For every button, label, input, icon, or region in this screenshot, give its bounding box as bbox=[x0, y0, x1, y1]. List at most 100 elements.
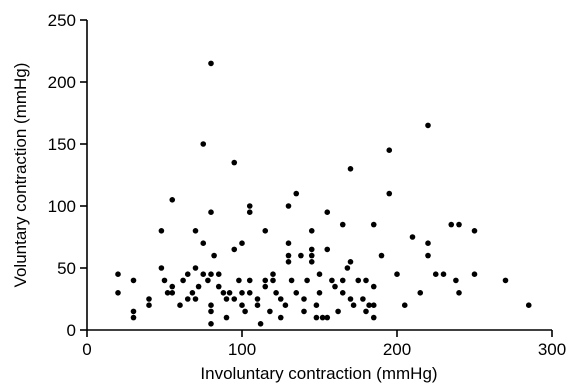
x-tick-label: 0 bbox=[82, 340, 91, 359]
data-point bbox=[231, 246, 238, 253]
data-point bbox=[164, 290, 171, 296]
data-point bbox=[246, 290, 253, 296]
data-point bbox=[339, 221, 346, 228]
data-point bbox=[409, 234, 416, 240]
data-point bbox=[262, 228, 269, 234]
data-point bbox=[215, 283, 222, 290]
data-point bbox=[161, 277, 168, 284]
data-point bbox=[211, 252, 217, 259]
data-point bbox=[471, 228, 478, 234]
data-point bbox=[313, 314, 320, 321]
y-tick-label: 200 bbox=[48, 73, 76, 92]
data-point bbox=[471, 271, 478, 278]
data-point bbox=[298, 252, 304, 259]
data-point bbox=[226, 290, 233, 296]
data-point bbox=[130, 277, 137, 284]
data-point bbox=[417, 290, 424, 296]
x-axis-title: Involuntary contraction (mmHg) bbox=[200, 364, 437, 383]
data-point bbox=[525, 302, 532, 309]
data-point bbox=[277, 296, 284, 302]
data-point bbox=[386, 190, 393, 197]
data-point bbox=[355, 277, 362, 284]
data-point bbox=[195, 283, 202, 290]
data-point bbox=[223, 296, 230, 302]
data-point bbox=[332, 283, 338, 290]
data-point bbox=[223, 314, 230, 321]
y-tick-label: 50 bbox=[57, 259, 76, 278]
data-point bbox=[324, 314, 331, 321]
data-point bbox=[205, 277, 211, 284]
data-point bbox=[308, 252, 315, 259]
data-point bbox=[177, 302, 183, 309]
data-point bbox=[285, 259, 292, 265]
data-point bbox=[189, 290, 196, 296]
data-point bbox=[220, 290, 227, 296]
data-point bbox=[146, 296, 152, 302]
y-tick-label: 100 bbox=[48, 197, 76, 216]
data-point bbox=[208, 271, 214, 278]
data-point bbox=[308, 246, 315, 253]
data-point bbox=[169, 290, 176, 296]
data-point bbox=[456, 221, 462, 228]
data-point bbox=[285, 240, 292, 246]
data-point bbox=[180, 277, 186, 284]
data-points bbox=[115, 60, 532, 327]
data-point bbox=[350, 302, 357, 309]
data-point bbox=[440, 271, 447, 278]
data-point bbox=[277, 314, 284, 321]
data-point bbox=[130, 314, 137, 321]
data-point bbox=[257, 321, 264, 327]
data-point bbox=[239, 240, 245, 246]
data-point bbox=[246, 203, 253, 209]
y-axis-title: Voluntary contraction (mmHg) bbox=[11, 63, 30, 288]
data-point bbox=[282, 302, 289, 309]
data-point bbox=[370, 302, 377, 309]
data-point bbox=[158, 228, 165, 234]
data-point bbox=[169, 197, 176, 203]
data-point bbox=[344, 265, 351, 271]
data-point bbox=[130, 308, 137, 315]
data-point bbox=[432, 271, 439, 278]
data-point bbox=[215, 271, 222, 278]
data-point bbox=[231, 296, 238, 302]
data-point bbox=[293, 190, 300, 197]
data-point bbox=[316, 290, 323, 296]
data-point bbox=[316, 271, 323, 278]
data-point bbox=[158, 265, 165, 271]
data-point bbox=[319, 314, 326, 321]
axes bbox=[86, 20, 552, 331]
y-tick-label: 150 bbox=[48, 135, 76, 154]
data-point bbox=[394, 271, 400, 278]
data-point bbox=[115, 290, 121, 296]
data-point bbox=[370, 314, 377, 321]
data-point bbox=[339, 290, 346, 296]
data-point bbox=[242, 308, 248, 315]
data-point bbox=[254, 296, 261, 302]
data-point bbox=[192, 265, 199, 271]
data-point bbox=[339, 277, 346, 284]
y-ticks: 0 50 100 150 200 250 bbox=[48, 11, 87, 340]
data-point bbox=[208, 60, 214, 67]
data-point bbox=[386, 147, 393, 153]
data-point bbox=[370, 283, 377, 290]
data-point bbox=[285, 203, 292, 209]
x-tick-label: 200 bbox=[383, 340, 411, 359]
data-point bbox=[273, 290, 279, 296]
data-point bbox=[208, 209, 214, 215]
data-point bbox=[313, 302, 320, 309]
data-point bbox=[347, 259, 354, 265]
data-point bbox=[231, 159, 238, 166]
data-point bbox=[301, 308, 307, 315]
data-point bbox=[192, 228, 199, 234]
data-point bbox=[288, 277, 295, 284]
data-point bbox=[401, 302, 408, 309]
data-point bbox=[267, 308, 273, 315]
data-point bbox=[146, 302, 152, 309]
data-point bbox=[254, 302, 261, 309]
y-tick-label: 0 bbox=[67, 321, 76, 340]
data-point bbox=[200, 240, 207, 246]
data-point bbox=[363, 308, 369, 315]
data-point bbox=[347, 166, 354, 172]
data-point bbox=[239, 302, 245, 309]
